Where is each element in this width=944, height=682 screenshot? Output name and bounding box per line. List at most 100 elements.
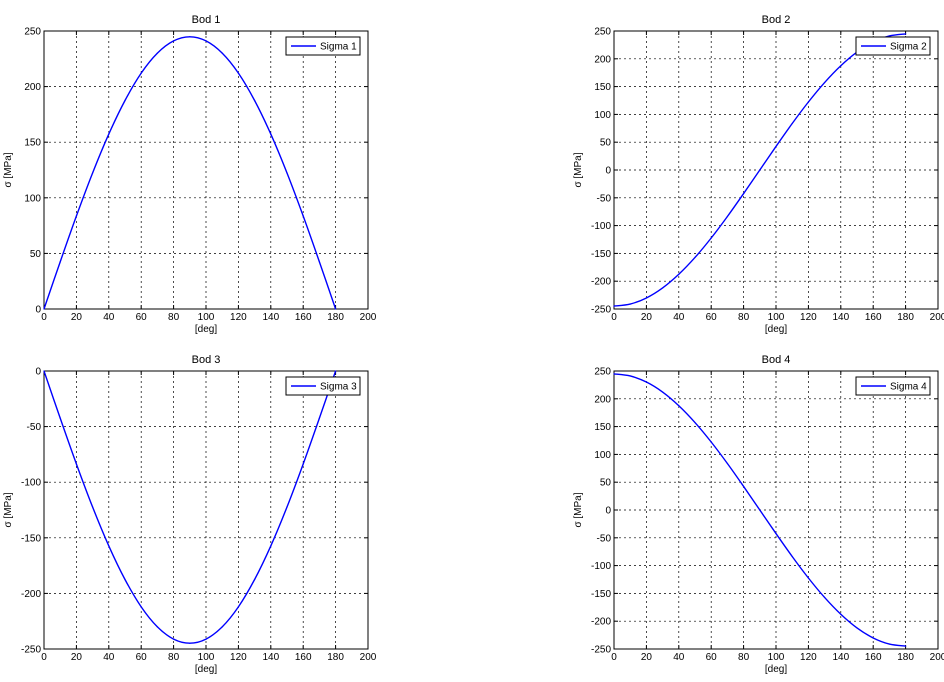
data-point xyxy=(270,133,271,134)
y-tick-label: -100 xyxy=(591,221,611,232)
data-point xyxy=(76,215,77,216)
x-tick-label: 120 xyxy=(800,652,817,663)
x-tick-label: 60 xyxy=(706,652,718,663)
x-tick-label: 180 xyxy=(897,312,914,323)
x-tick-label: 160 xyxy=(865,312,882,323)
y-tick-label: 50 xyxy=(600,478,612,489)
chart-title: Bod 3 xyxy=(192,354,221,366)
x-tick-label: 160 xyxy=(865,652,882,663)
x-tick-label: 80 xyxy=(738,652,750,663)
data-point xyxy=(694,257,695,258)
data-point xyxy=(613,306,614,307)
x-axis-label: [deg] xyxy=(195,324,217,335)
x-tick-label: 60 xyxy=(706,312,718,323)
data-point xyxy=(141,73,142,74)
data-point xyxy=(238,73,239,74)
x-tick-label: 20 xyxy=(641,312,653,323)
data-point xyxy=(775,533,776,534)
subplot-1: 0 20 40 60 80 100 120 140 160 180 200 0 50 100 150 200 2… xyxy=(3,14,377,335)
x-tick-label: 40 xyxy=(673,312,685,323)
y-tick-label: 0 xyxy=(35,367,41,378)
data-point xyxy=(124,100,125,101)
y-tick-label: 50 xyxy=(600,138,612,149)
data-point xyxy=(238,606,239,607)
x-tick-label: 40 xyxy=(673,652,685,663)
data-point xyxy=(286,172,287,173)
data-point xyxy=(646,297,647,298)
x-tick-label: 20 xyxy=(71,652,83,663)
y-tick-label: -200 xyxy=(591,277,611,288)
data-point xyxy=(905,33,906,34)
data-point xyxy=(222,53,223,54)
data-point xyxy=(108,133,109,134)
x-tick-label: 80 xyxy=(168,312,180,323)
chart-title: Bod 2 xyxy=(762,14,791,26)
data-point xyxy=(76,463,77,464)
x-tick-label: 100 xyxy=(768,312,785,323)
data-point xyxy=(905,646,906,647)
y-tick-label: -50 xyxy=(597,193,612,204)
legend: Sigma 1 xyxy=(286,37,360,55)
x-tick-label: 160 xyxy=(295,312,312,323)
data-point xyxy=(840,614,841,615)
x-tick-label: 100 xyxy=(198,652,215,663)
data-point xyxy=(124,579,125,580)
data-point xyxy=(775,146,776,147)
y-tick-label: 0 xyxy=(605,166,611,177)
x-axis-label: [deg] xyxy=(765,324,787,335)
y-tick-label: -100 xyxy=(591,561,611,572)
data-point xyxy=(141,606,142,607)
data-point xyxy=(630,303,631,304)
legend-label: Sigma 1 xyxy=(320,42,357,53)
data-point xyxy=(856,627,857,628)
data-point xyxy=(889,643,890,644)
x-tick-label: 80 xyxy=(168,652,180,663)
x-tick-label: 140 xyxy=(832,652,849,663)
y-tick-label: -150 xyxy=(21,533,41,544)
data-point xyxy=(792,123,793,124)
x-tick-label: 200 xyxy=(930,312,944,323)
x-axis-label: [deg] xyxy=(765,664,787,675)
data-point xyxy=(808,101,809,102)
x-tick-label: 200 xyxy=(930,652,944,663)
data-point xyxy=(189,643,190,644)
x-tick-label: 180 xyxy=(327,652,344,663)
y-axis-label: σ [MPa] xyxy=(3,492,14,527)
data-point xyxy=(303,215,304,216)
y-tick-label: 250 xyxy=(594,27,611,38)
y-tick-label: 250 xyxy=(594,367,611,378)
x-tick-label: 160 xyxy=(295,652,312,663)
data-point xyxy=(205,40,206,41)
x-tick-label: 140 xyxy=(262,312,279,323)
x-tick-label: 100 xyxy=(768,652,785,663)
y-tick-label: 0 xyxy=(35,305,41,316)
data-point xyxy=(108,545,109,546)
y-tick-label: 0 xyxy=(605,506,611,517)
data-point xyxy=(840,65,841,66)
data-point xyxy=(743,486,744,487)
y-tick-label: -200 xyxy=(21,589,41,600)
y-tick-label: 150 xyxy=(594,82,611,93)
y-tick-label: -200 xyxy=(591,617,611,628)
y-tick-label: 100 xyxy=(594,110,611,121)
legend-label: Sigma 2 xyxy=(890,42,927,53)
data-point xyxy=(613,373,614,374)
y-tick-label: -250 xyxy=(21,645,41,656)
x-tick-label: 180 xyxy=(327,312,344,323)
data-point xyxy=(205,639,206,640)
data-point xyxy=(759,169,760,170)
x-tick-label: 20 xyxy=(641,652,653,663)
y-tick-label: -250 xyxy=(591,645,611,656)
data-point xyxy=(824,597,825,598)
data-point xyxy=(727,463,728,464)
data-point xyxy=(303,463,304,464)
data-point xyxy=(319,261,320,262)
x-tick-label: 120 xyxy=(230,652,247,663)
y-tick-label: -50 xyxy=(597,533,612,544)
x-tick-label: 0 xyxy=(41,652,47,663)
data-point xyxy=(646,381,647,382)
legend: Sigma 4 xyxy=(856,377,930,395)
y-tick-label: 100 xyxy=(594,450,611,461)
y-tick-label: -150 xyxy=(591,589,611,600)
